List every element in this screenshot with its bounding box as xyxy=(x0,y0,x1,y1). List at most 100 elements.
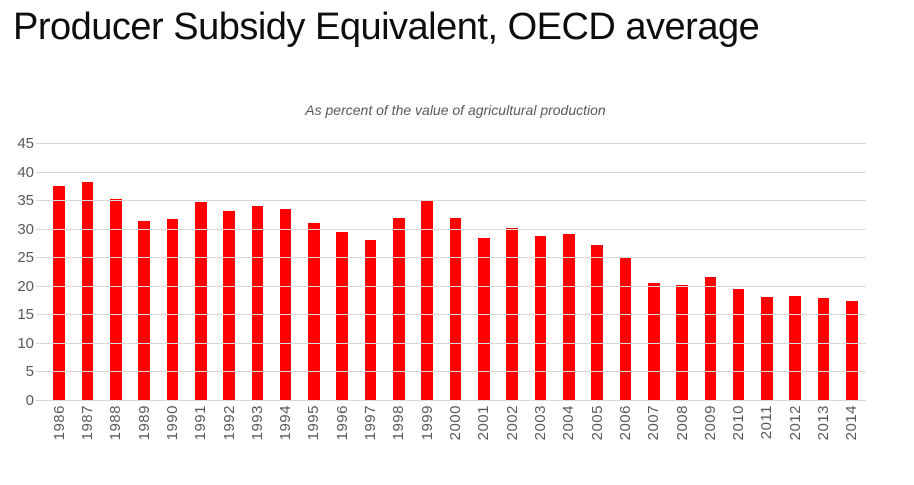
chart-subtitle: As percent of the value of agricultural … xyxy=(305,102,606,118)
y-axis-label: 15 xyxy=(17,306,34,323)
bar-cell xyxy=(385,143,413,400)
bar xyxy=(251,206,264,400)
bar-cell xyxy=(272,143,300,400)
x-axis-label: 1989 xyxy=(135,405,153,441)
bar-cell xyxy=(45,143,73,400)
bar xyxy=(308,222,320,400)
bar-cell xyxy=(187,143,215,400)
bar xyxy=(647,282,660,400)
bar xyxy=(704,277,717,400)
gridline xyxy=(36,257,866,258)
x-axis: 1986 1987 1988 1989 1990 1991 1992 1993 1994 1995… xyxy=(45,405,866,457)
x-axis-label: 2006 xyxy=(616,405,634,441)
x-axis-label: 1994 xyxy=(277,405,295,441)
bar xyxy=(449,217,462,400)
bar xyxy=(138,221,150,400)
bar-cell xyxy=(441,143,469,400)
x-axis-label: 2011 xyxy=(758,405,776,440)
x-axis-label: 1991 xyxy=(192,405,210,441)
bar xyxy=(109,198,122,400)
bar xyxy=(393,217,405,400)
x-axis-label: 1988 xyxy=(107,405,125,441)
x-axis-label: 2014 xyxy=(843,405,861,441)
y-axis-label: 35 xyxy=(17,192,34,209)
bar-cell xyxy=(413,143,441,400)
gridline xyxy=(36,229,866,230)
bar xyxy=(194,202,207,400)
x-axis-label: 2009 xyxy=(701,405,719,441)
chart-title: Producer Subsidy Equivalent, OECD averag… xyxy=(13,6,760,48)
gridline xyxy=(36,314,866,315)
bar xyxy=(761,296,773,400)
bar-cell xyxy=(498,143,526,400)
bar xyxy=(81,181,94,400)
x-axis-label: 1997 xyxy=(362,405,380,441)
x-axis-label: 1990 xyxy=(163,405,181,441)
x-axis-label: 1999 xyxy=(418,405,436,441)
bar xyxy=(166,218,179,400)
bar xyxy=(676,285,688,400)
bar-cell xyxy=(809,143,837,400)
bar-cell xyxy=(328,143,356,400)
bar-cell xyxy=(102,143,130,400)
bar-cell xyxy=(583,143,611,400)
bar xyxy=(53,186,65,400)
bar-cell xyxy=(130,143,158,400)
bar-cell xyxy=(215,143,243,400)
x-axis-label: 2000 xyxy=(447,405,465,441)
bar xyxy=(336,231,349,400)
bar-cell xyxy=(781,143,809,400)
bar xyxy=(506,227,518,400)
x-axis-label: 2007 xyxy=(645,405,663,441)
y-axis-label: 20 xyxy=(17,278,34,295)
x-axis-label: 1993 xyxy=(248,405,266,441)
y-axis-label: 5 xyxy=(25,363,34,380)
bar-series xyxy=(45,143,866,400)
x-axis-label: 2004 xyxy=(560,405,578,441)
bar xyxy=(817,297,830,400)
y-axis-label: 10 xyxy=(17,335,34,352)
bar-cell xyxy=(838,143,866,400)
gridline xyxy=(36,286,866,287)
bar xyxy=(789,295,802,400)
x-axis-label: 2002 xyxy=(503,405,521,441)
x-axis-label: 2008 xyxy=(673,405,691,441)
gridline xyxy=(36,172,866,173)
x-axis-label: 1987 xyxy=(78,405,96,441)
bar xyxy=(534,235,547,400)
bar-cell xyxy=(555,143,583,400)
y-axis-label: 40 xyxy=(17,164,34,181)
x-axis-label: 1996 xyxy=(333,405,351,441)
bar xyxy=(279,208,292,400)
y-axis-label: 25 xyxy=(17,249,34,266)
gridline xyxy=(36,343,866,344)
x-axis-label: 2003 xyxy=(531,405,549,441)
bar-cell xyxy=(640,143,668,400)
gridline xyxy=(36,371,866,372)
bar xyxy=(846,301,858,400)
x-axis-label: 1995 xyxy=(305,405,323,441)
bar-cell xyxy=(753,143,781,400)
bar xyxy=(223,210,235,400)
bar xyxy=(732,288,745,400)
x-axis-label: 2005 xyxy=(588,405,606,441)
bar-cell xyxy=(725,143,753,400)
x-axis-label: 1992 xyxy=(220,405,238,441)
bar xyxy=(478,237,490,400)
bar-cell xyxy=(356,143,384,400)
bar xyxy=(619,256,632,400)
bar-cell xyxy=(243,143,271,400)
x-axis-label: 2001 xyxy=(475,405,493,441)
bar-cell xyxy=(300,143,328,400)
bar xyxy=(591,244,603,400)
bar xyxy=(562,234,575,400)
gridline xyxy=(36,143,866,144)
gridline xyxy=(36,400,866,401)
y-axis-label: 45 xyxy=(17,135,34,152)
x-axis-label: 1998 xyxy=(390,405,408,441)
bar xyxy=(364,240,377,400)
plot-area xyxy=(36,143,866,401)
y-axis-label: 0 xyxy=(25,392,34,409)
x-axis-label: 1986 xyxy=(50,405,68,441)
